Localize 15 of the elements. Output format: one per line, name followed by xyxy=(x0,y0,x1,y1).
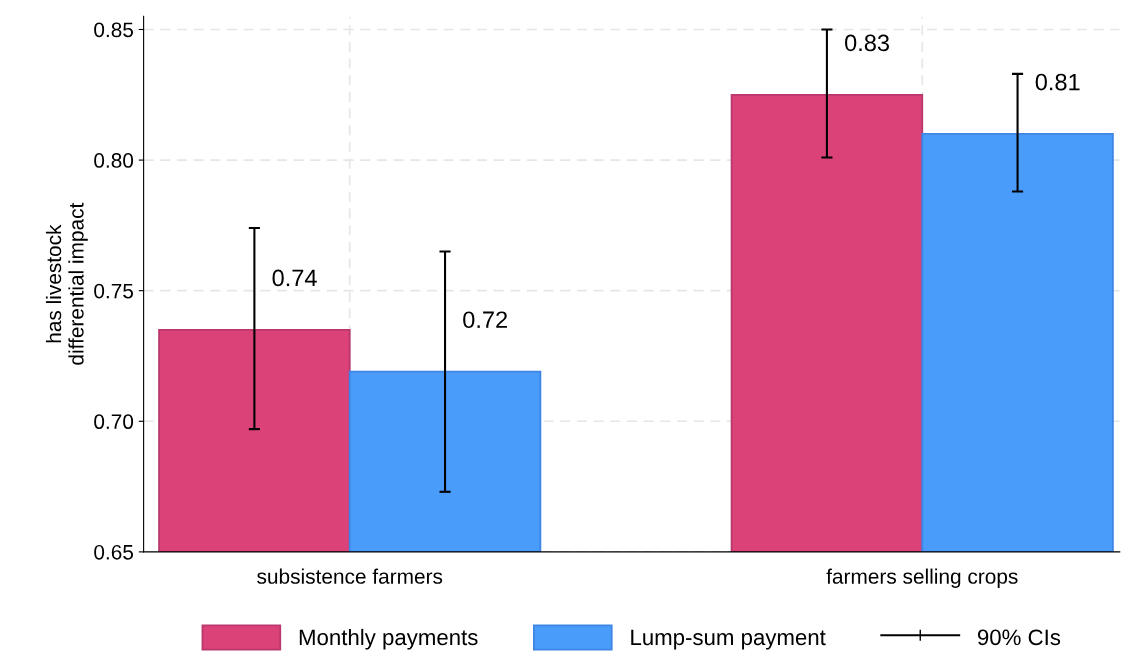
y-tick-label: 0.75 xyxy=(94,283,134,299)
data-label: 0.72 xyxy=(463,311,507,329)
text: 90% CIs xyxy=(977,629,1061,646)
legend-label: Monthly payments xyxy=(299,628,478,650)
y-tick-label: 0.85 xyxy=(94,22,134,38)
data-label: 0.74 xyxy=(272,269,317,287)
data-label: 0.83 xyxy=(845,34,890,52)
y-axis-title: has livestock differential impact xyxy=(45,202,88,365)
y-tick-label: 0.80 xyxy=(94,153,134,168)
x-tick-label: farmers selling crops xyxy=(826,568,1018,588)
legend-label: Lump-sum payment xyxy=(631,629,826,650)
y-tick-label: 0.65 xyxy=(94,544,134,560)
x-tick-label: subsistence farmers xyxy=(257,568,443,584)
y-tick-label: 0.70 xyxy=(94,414,134,430)
data-label: 0.81 xyxy=(1035,73,1080,91)
